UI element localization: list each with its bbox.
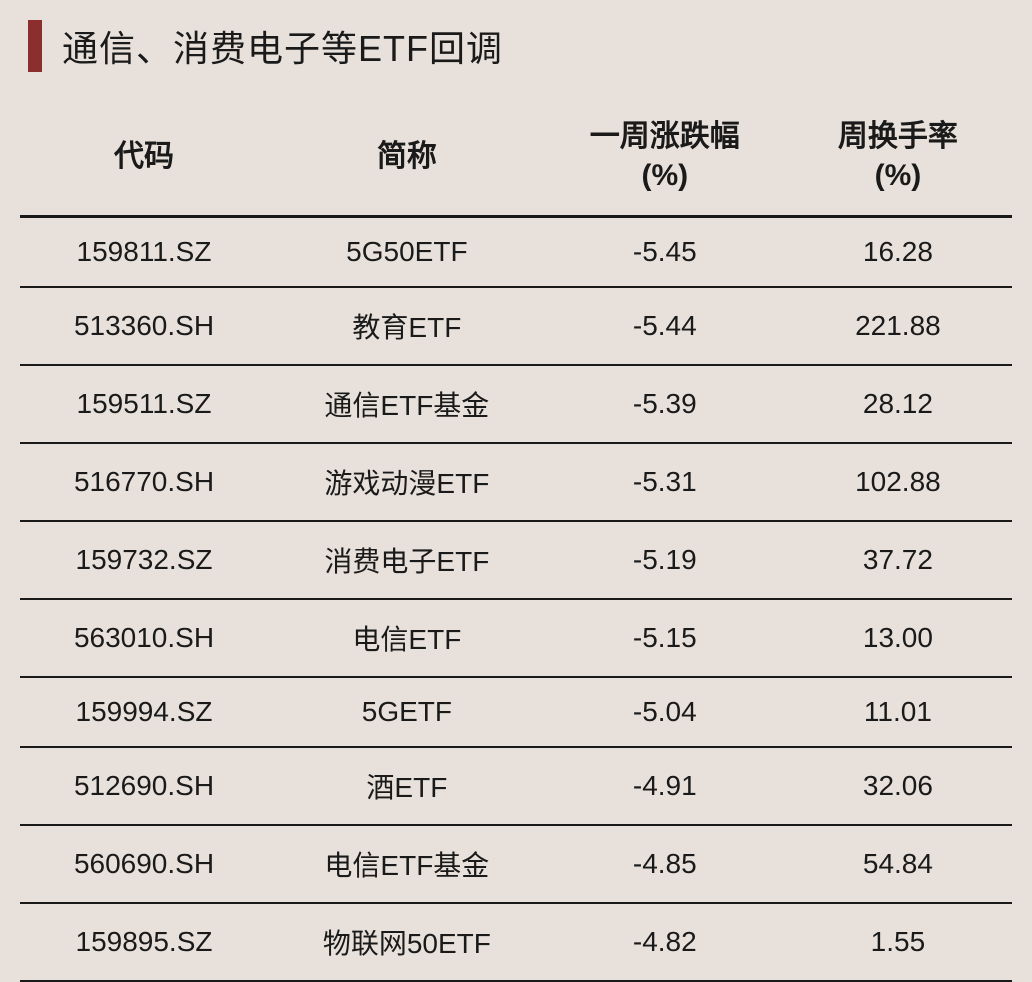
cell-change: -4.91	[546, 747, 784, 825]
header-change: 一周涨跌幅 (%)	[546, 97, 784, 217]
cell-change: -5.31	[546, 443, 784, 521]
title-section: 通信、消费电子等ETF回调	[20, 20, 1012, 72]
table-row: 159895.SZ物联网50ETF-4.821.55	[20, 903, 1012, 981]
table-row: 560690.SH电信ETF基金-4.8554.84	[20, 825, 1012, 903]
cell-code: 560690.SH	[20, 825, 268, 903]
table-body: 159811.SZ5G50ETF-5.4516.28513360.SH教育ETF…	[20, 217, 1012, 982]
cell-name: 电信ETF	[268, 599, 546, 677]
cell-name: 教育ETF	[268, 287, 546, 365]
cell-turnover: 11.01	[784, 677, 1012, 747]
title-accent-bar	[28, 20, 42, 72]
cell-change: -5.39	[546, 365, 784, 443]
header-code: 代码	[20, 97, 268, 217]
cell-code: 159511.SZ	[20, 365, 268, 443]
cell-name: 酒ETF	[268, 747, 546, 825]
table-row: 159732.SZ消费电子ETF-5.1937.72	[20, 521, 1012, 599]
cell-change: -5.19	[546, 521, 784, 599]
cell-change: -4.82	[546, 903, 784, 981]
header-change-line2: (%)	[641, 159, 688, 192]
cell-code: 563010.SH	[20, 599, 268, 677]
cell-change: -5.45	[546, 217, 784, 288]
cell-turnover: 1.55	[784, 903, 1012, 981]
table-row: 159994.SZ5GETF-5.0411.01	[20, 677, 1012, 747]
table-row: 516770.SH游戏动漫ETF-5.31102.88	[20, 443, 1012, 521]
header-turnover: 周换手率 (%)	[784, 97, 1012, 217]
table-row: 159811.SZ5G50ETF-5.4516.28	[20, 217, 1012, 288]
cell-turnover: 13.00	[784, 599, 1012, 677]
cell-name: 5GETF	[268, 677, 546, 747]
cell-turnover: 37.72	[784, 521, 1012, 599]
cell-turnover: 16.28	[784, 217, 1012, 288]
cell-turnover: 221.88	[784, 287, 1012, 365]
table-row: 512690.SH酒ETF-4.9132.06	[20, 747, 1012, 825]
table-row: 563010.SH电信ETF-5.1513.00	[20, 599, 1012, 677]
cell-code: 516770.SH	[20, 443, 268, 521]
header-turnover-line2: (%)	[875, 159, 922, 192]
cell-change: -4.85	[546, 825, 784, 903]
cell-change: -5.44	[546, 287, 784, 365]
table-header-row: 代码 简称 一周涨跌幅 (%) 周换手率 (%)	[20, 97, 1012, 217]
cell-turnover: 102.88	[784, 443, 1012, 521]
header-name: 简称	[268, 97, 546, 217]
cell-name: 消费电子ETF	[268, 521, 546, 599]
etf-data-table: 代码 简称 一周涨跌幅 (%) 周换手率 (%) 159811.SZ5G50ET…	[20, 97, 1012, 982]
cell-name: 电信ETF基金	[268, 825, 546, 903]
cell-name: 物联网50ETF	[268, 903, 546, 981]
header-turnover-line1: 周换手率	[838, 120, 958, 153]
cell-change: -5.15	[546, 599, 784, 677]
cell-change: -5.04	[546, 677, 784, 747]
cell-name: 通信ETF基金	[268, 365, 546, 443]
cell-code: 159994.SZ	[20, 677, 268, 747]
cell-turnover: 32.06	[784, 747, 1012, 825]
table-row: 513360.SH教育ETF-5.44221.88	[20, 287, 1012, 365]
cell-code: 159732.SZ	[20, 521, 268, 599]
cell-name: 5G50ETF	[268, 217, 546, 288]
cell-code: 512690.SH	[20, 747, 268, 825]
page-title: 通信、消费电子等ETF回调	[62, 20, 503, 72]
cell-code: 159895.SZ	[20, 903, 268, 981]
header-change-line1: 一周涨跌幅	[590, 120, 740, 153]
cell-turnover: 54.84	[784, 825, 1012, 903]
cell-code: 159811.SZ	[20, 217, 268, 288]
cell-name: 游戏动漫ETF	[268, 443, 546, 521]
cell-code: 513360.SH	[20, 287, 268, 365]
table-row: 159511.SZ通信ETF基金-5.3928.12	[20, 365, 1012, 443]
cell-turnover: 28.12	[784, 365, 1012, 443]
